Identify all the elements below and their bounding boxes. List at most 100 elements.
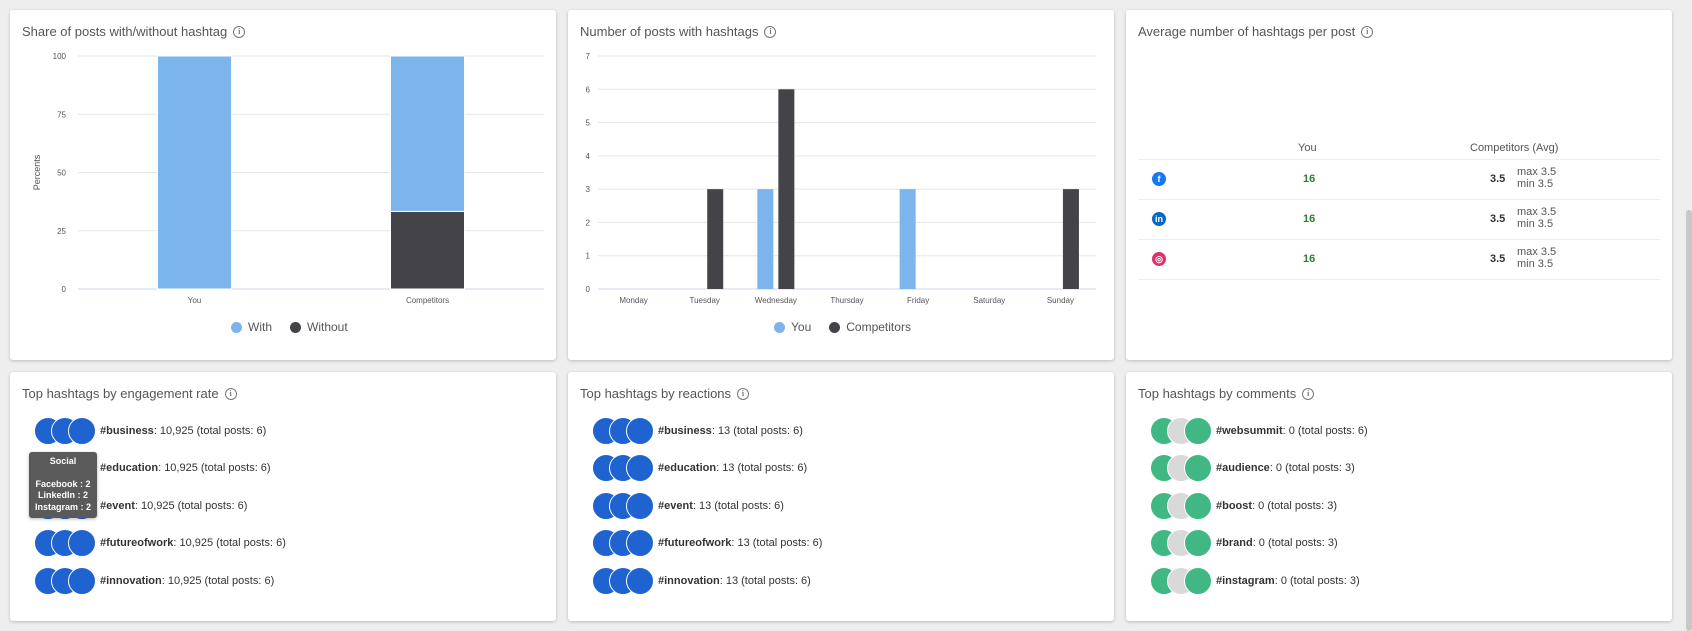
legend-label: Competitors [846, 320, 911, 334]
hashtag-name: #boost [1216, 499, 1253, 512]
competitors-value: 3.5 [1490, 213, 1506, 225]
hashtag-item[interactable]: #boost: 0 (total posts: 3) [1150, 487, 1368, 525]
posts-with-hashtags-title: Number of posts with hashtags i [580, 24, 777, 39]
avatar-group[interactable] [592, 491, 654, 520]
info-icon[interactable]: i [233, 25, 246, 38]
hashtag-item[interactable]: #audience: 0 (total posts: 3) [1150, 450, 1368, 488]
legend-item[interactable]: You [774, 320, 811, 334]
legend-item[interactable]: Without [290, 320, 348, 334]
hashtag-text: #audience: 0 (total posts: 3) [1216, 462, 1355, 474]
top-reactions-title-text: Top hashtags by reactions [580, 386, 732, 401]
bar-competitors-sunday[interactable] [1062, 189, 1079, 289]
competitors-value: 3.5 [1490, 253, 1506, 265]
bar-without-competitors[interactable] [390, 210, 465, 290]
avatar-group[interactable] [592, 454, 654, 483]
share-posts-card: Share of posts with/without hashtag i 0 2… [10, 10, 556, 360]
hashtag-name: #futureofwork [100, 537, 174, 550]
info-icon[interactable]: i [224, 387, 237, 400]
hashtag-item[interactable]: #education: 13 (total posts: 6) [592, 450, 822, 488]
x-tick-label: Thursday [830, 296, 863, 305]
hashtag-name: #innovation [100, 574, 162, 587]
y-axis-label: Percents [32, 154, 42, 190]
avg-hashtags-table: You Competitors (Avg) f 16 3.5 max 3.5 min 3… [1138, 132, 1660, 280]
legend-item[interactable]: With [231, 320, 272, 334]
facebook-icon: f [1152, 172, 1166, 186]
hashtag-text: #instagram: 0 (total posts: 3) [1216, 575, 1360, 587]
legend-item[interactable]: Competitors [829, 320, 911, 334]
avatar-group[interactable] [1150, 491, 1212, 520]
hashtag-text: #event: 10,925 (total posts: 6) [100, 500, 247, 512]
green-avatar [1184, 529, 1212, 558]
y-tick-label: 6 [586, 85, 591, 94]
hashtag-name: #business [658, 424, 712, 437]
y-tick-label: 50 [57, 169, 66, 178]
tooltip-title: Social [49, 456, 77, 466]
social-tooltip: Social Facebook : 2 LinkedIn : 2 Instagr… [29, 452, 97, 518]
x-tick-label: Monday [619, 296, 647, 305]
hashtag-name: #business [100, 424, 154, 437]
info-icon[interactable]: i [1361, 25, 1374, 38]
x-tick-label: You [188, 296, 202, 305]
hashtag-stats: : 0 (total posts: 3) [1252, 537, 1338, 550]
bar-competitors-tuesday[interactable] [707, 189, 724, 289]
avatar-group[interactable] [592, 529, 654, 558]
hashtag-item[interactable]: #event: 13 (total posts: 6) [592, 487, 822, 525]
y-tick-label: 3 [586, 185, 591, 194]
avatar-group[interactable] [592, 416, 654, 445]
info-icon[interactable]: i [737, 387, 750, 400]
hashtag-name: #audience [1216, 462, 1270, 475]
legend-dot [290, 321, 301, 333]
competitors-range: max 3.5 min 3.5 [1517, 166, 1556, 190]
avatar-group[interactable] [1150, 416, 1212, 445]
avg-table-body: f 16 3.5 max 3.5 min 3.5 in 16 3.5 max 3.5 min 3.… [1138, 160, 1660, 280]
hashtag-name: #instagram [1216, 574, 1275, 587]
hashtag-stats: : 0 (total posts: 6) [1282, 424, 1368, 437]
avatar-group[interactable] [1150, 529, 1212, 558]
max-value: max 3.5 [1517, 206, 1557, 218]
avatar-group[interactable] [1150, 566, 1212, 595]
hashtag-name: #brand [1216, 537, 1253, 550]
hashtag-stats: : 13 (total posts: 6) [711, 424, 803, 437]
top-comments-title: Top hashtags by comments i [1138, 386, 1315, 401]
hashtag-text: #event: 13 (total posts: 6) [658, 500, 784, 512]
hashtag-item[interactable]: #futureofwork: 13 (total posts: 6) [592, 525, 822, 563]
avatar-group[interactable] [592, 566, 654, 595]
info-icon[interactable]: i [1302, 387, 1315, 400]
page-scrollbar[interactable] [1686, 210, 1692, 631]
bar-competitors-wednesday[interactable] [778, 89, 795, 290]
hashtag-item[interactable]: #websummit: 0 (total posts: 6) [1150, 412, 1368, 450]
hashtag-text: #websummit: 0 (total posts: 6) [1216, 425, 1368, 437]
hashtag-text: #innovation: 10,925 (total posts: 6) [100, 575, 274, 587]
hashtag-item[interactable]: #brand: 0 (total posts: 3) [1150, 525, 1368, 563]
top-engagement-card: Top hashtags by engagement rate i #busin… [10, 372, 556, 621]
avg-row-instagram: ◎ 16 3.5 max 3.5 min 3.5 [1138, 240, 1660, 280]
hashtag-item[interactable]: #futureofwork: 10,925 (total posts: 6) [34, 525, 286, 563]
hashtag-item[interactable]: #innovation: 13 (total posts: 6) [592, 562, 822, 600]
info-icon[interactable]: i [764, 25, 777, 38]
avatar-group[interactable] [34, 529, 96, 558]
avatar-group[interactable] [34, 416, 96, 445]
top-engagement-title: Top hashtags by engagement rate i [22, 386, 237, 401]
bar-you-friday[interactable] [899, 189, 916, 289]
hashtag-text: #brand: 0 (total posts: 3) [1216, 537, 1338, 549]
brand-avatar [626, 566, 654, 595]
bar-you-wednesday[interactable] [757, 189, 774, 289]
hashtag-stats: : 13 (total posts: 6) [716, 462, 808, 475]
hashtag-stats: : 10,925 (total posts: 6) [158, 462, 271, 475]
hashtag-stats: : 10,925 (total posts: 6) [161, 574, 275, 587]
hashtag-item[interactable]: #innovation: 10,925 (total posts: 6) [34, 562, 286, 600]
hashtag-text: #futureofwork: 10,925 (total posts: 6) [100, 537, 286, 549]
avatar-group[interactable] [34, 566, 96, 595]
hashtag-item[interactable]: #business: 10,925 (total posts: 6) [34, 412, 286, 450]
avg-row-linkedin: in 16 3.5 max 3.5 min 3.5 [1138, 200, 1660, 240]
avatar-group[interactable] [1150, 454, 1212, 483]
bar-with-you[interactable] [157, 55, 232, 290]
hashtag-item[interactable]: #business: 13 (total posts: 6) [592, 412, 822, 450]
green-avatar [1184, 416, 1212, 445]
posts-with-hashtags-title-text: Number of posts with hashtags [580, 24, 759, 39]
bar-with-competitors[interactable] [390, 55, 465, 212]
hashtag-stats: : 13 (total posts: 6) [719, 574, 811, 587]
tooltip-line: LinkedIn : 2 [37, 490, 88, 500]
hashtag-item[interactable]: #instagram: 0 (total posts: 3) [1150, 562, 1368, 600]
avg-row-facebook: f 16 3.5 max 3.5 min 3.5 [1138, 160, 1660, 200]
